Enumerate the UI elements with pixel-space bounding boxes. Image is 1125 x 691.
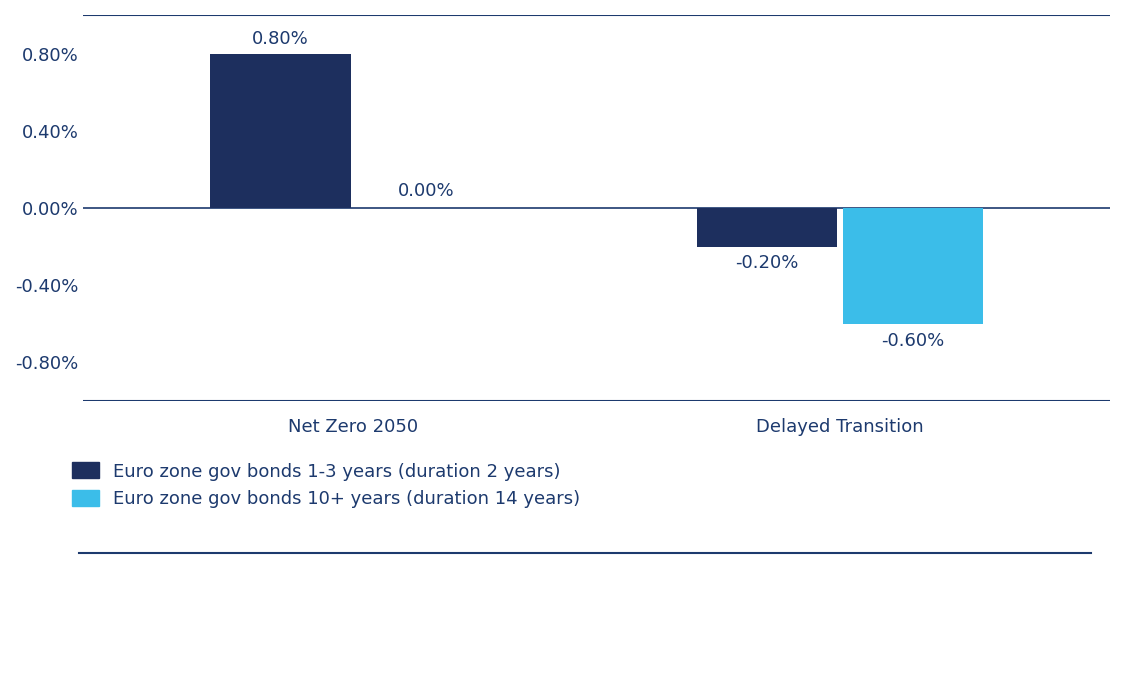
Bar	[696, 208, 837, 247]
Bar	[210, 54, 351, 208]
Text: 0.00%: 0.00%	[398, 182, 455, 200]
Text: -0.20%: -0.20%	[735, 254, 799, 272]
Text: -0.60%: -0.60%	[881, 332, 944, 350]
Legend: Euro zone gov bonds 1-3 years (duration 2 years), Euro zone gov bonds 10+ years : Euro zone gov bonds 1-3 years (duration …	[72, 462, 580, 508]
Bar	[843, 208, 983, 324]
Text: 0.80%: 0.80%	[252, 30, 309, 48]
